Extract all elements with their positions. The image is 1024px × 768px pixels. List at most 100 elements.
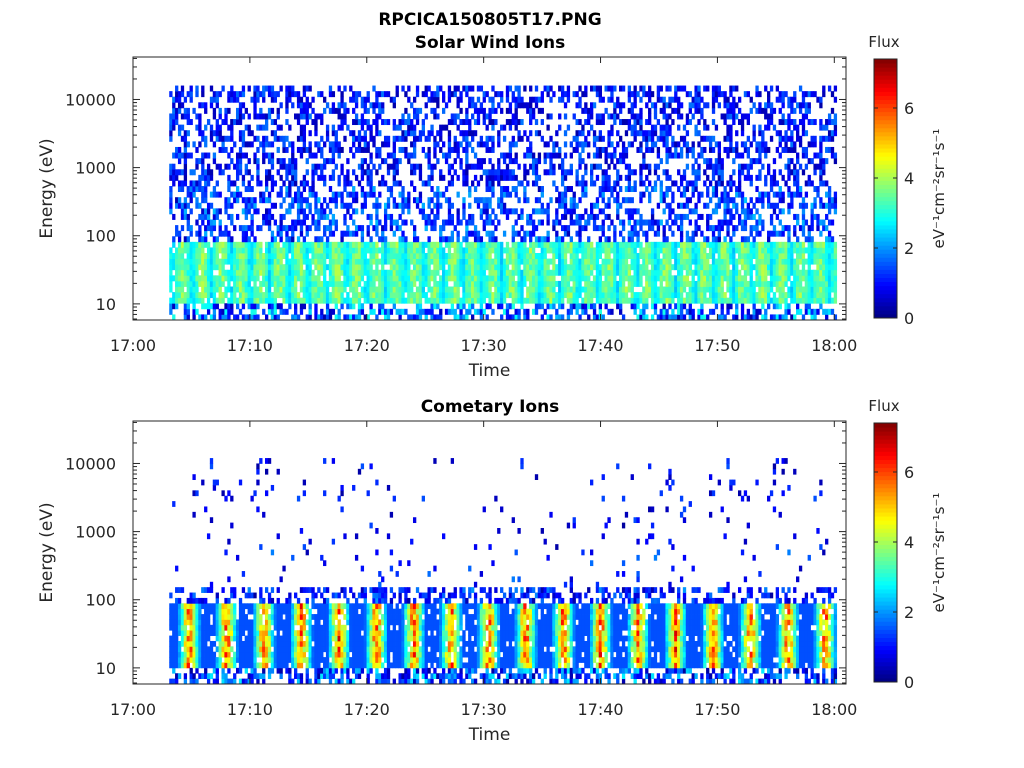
- heatmap-cell: [482, 225, 486, 232]
- heatmap-cell: [404, 269, 408, 276]
- heatmap-cell: [412, 241, 417, 248]
- heatmap-cell: [537, 186, 542, 193]
- heatmap-cell: [537, 130, 542, 137]
- heatmap-cell: [253, 91, 257, 98]
- heatmap-cell: [383, 269, 388, 276]
- heatmap-cell: [560, 303, 565, 310]
- heatmap-cell: [717, 286, 721, 293]
- heatmap-cell: [740, 286, 745, 293]
- heatmap-cell: [540, 135, 544, 142]
- heatmap-cell: [314, 292, 318, 299]
- heatmap-cell: [383, 91, 388, 98]
- heatmap-cell: [285, 253, 289, 259]
- heatmap-cell: [415, 253, 420, 259]
- heatmap-cell: [328, 247, 333, 254]
- heatmap-cell: [175, 96, 179, 103]
- heatmap-cell: [195, 124, 199, 131]
- heatmap-cell: [412, 236, 417, 243]
- heatmap-cell: [482, 141, 486, 148]
- heatmap-cell: [439, 280, 443, 287]
- heatmap-cell: [601, 96, 605, 103]
- heatmap-cell: [636, 91, 640, 98]
- heatmap-cell: [508, 314, 513, 321]
- heatmap-cell: [621, 119, 626, 126]
- heatmap-cell: [668, 264, 672, 271]
- heatmap-cell: [711, 258, 716, 265]
- heatmap-cell: [410, 297, 414, 304]
- heatmap-cell: [514, 297, 518, 304]
- heatmap-cell: [276, 169, 280, 176]
- heatmap-cell: [299, 219, 304, 226]
- heatmap-cell: [436, 297, 440, 304]
- heatmap-cell: [691, 180, 695, 187]
- heatmap-cell: [392, 152, 396, 159]
- heatmap-cell: [500, 241, 504, 248]
- heatmap-cell: [729, 186, 733, 193]
- heatmap-cell: [694, 96, 698, 103]
- heatmap-cell: [389, 275, 394, 282]
- heatmap-cell: [619, 119, 623, 126]
- heatmap-cell: [201, 269, 205, 276]
- heatmap-cell: [671, 241, 675, 248]
- heatmap-cell: [314, 247, 318, 254]
- heatmap-cell: [192, 180, 196, 187]
- heatmap-cell: [552, 253, 556, 259]
- heatmap-cell: [267, 141, 272, 148]
- heatmap-cell: [737, 241, 742, 248]
- heatmap-cell: [253, 241, 257, 248]
- heatmap-cell: [363, 286, 367, 293]
- heatmap-cell: [259, 107, 263, 114]
- heatmap-cell: [578, 119, 582, 126]
- heatmap-cell: [479, 236, 484, 243]
- heatmap-cell: [511, 141, 515, 148]
- heatmap-cell: [639, 314, 643, 321]
- heatmap-cell: [740, 130, 745, 137]
- heatmap-cell: [682, 297, 687, 304]
- heatmap-cell: [247, 314, 251, 321]
- heatmap-cell: [688, 269, 692, 276]
- heatmap-cell: [453, 269, 457, 276]
- heatmap-cell: [259, 297, 263, 304]
- heatmap-cell: [323, 230, 327, 237]
- heatmap-cell: [650, 124, 655, 131]
- heatmap-cell: [740, 258, 745, 265]
- heatmap-cell: [668, 174, 672, 181]
- heatmap-cell: [685, 253, 690, 259]
- heatmap-cell: [305, 264, 309, 271]
- heatmap-cell: [534, 236, 539, 243]
- heatmap-cell: [563, 247, 568, 254]
- heatmap-cell: [613, 102, 617, 109]
- heatmap-cell: [386, 269, 391, 276]
- heatmap-cell: [732, 158, 736, 165]
- heatmap-cell: [311, 186, 315, 193]
- heatmap-cell: [386, 253, 391, 259]
- heatmap-cell: [418, 253, 423, 259]
- heatmap-cell: [685, 130, 690, 137]
- heatmap-cell: [412, 130, 417, 137]
- heatmap-cell: [485, 197, 489, 204]
- heatmap-cell: [471, 314, 475, 321]
- heatmap-cell: [241, 230, 246, 237]
- heatmap-cell: [421, 247, 425, 254]
- heatmap-cell: [296, 258, 301, 265]
- heatmap-cell: [244, 230, 248, 237]
- heatmap-cell: [189, 230, 193, 237]
- heatmap-cell: [566, 124, 571, 131]
- heatmap-cell: [276, 107, 280, 114]
- heatmap-cell: [433, 113, 437, 120]
- heatmap-cell: [546, 141, 550, 148]
- heatmap-cell: [334, 253, 338, 259]
- heatmap-cell: [410, 253, 414, 259]
- heatmap-cell: [674, 141, 678, 148]
- heatmap-cell: [244, 124, 248, 131]
- heatmap-cell: [601, 180, 605, 187]
- heatmap-cell: [418, 130, 423, 137]
- heatmap-cell: [563, 208, 568, 215]
- heatmap-cell: [517, 130, 521, 137]
- heatmap-cell: [726, 130, 730, 137]
- heatmap-cell: [488, 275, 492, 282]
- heatmap-cell: [430, 314, 434, 321]
- heatmap-cell: [476, 230, 481, 237]
- heatmap-cell: [732, 180, 736, 187]
- heatmap-cell: [491, 174, 495, 181]
